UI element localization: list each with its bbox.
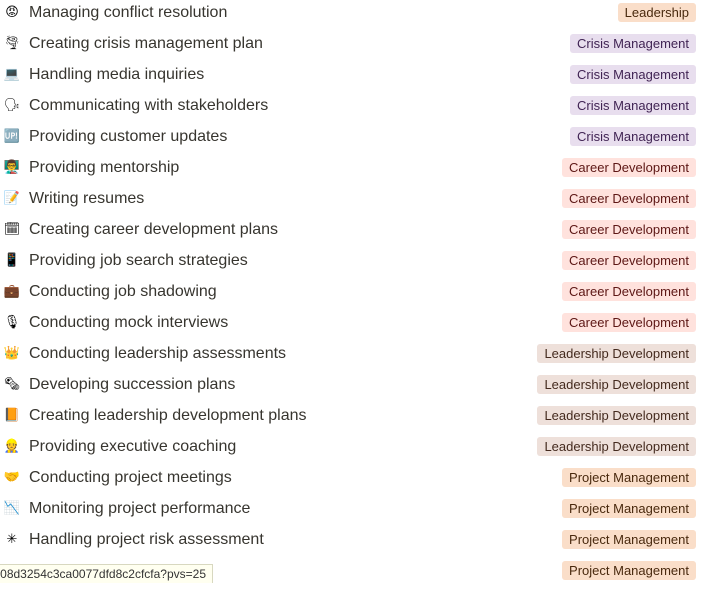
list-item[interactable]: 👷 Providing executive coaching Leadership … — [0, 434, 708, 465]
category-tag: Career Development — [562, 158, 696, 177]
list-item[interactable]: 🌪 Creating crisis management plan Crisis M… — [0, 31, 708, 62]
category-tag: Crisis Management — [570, 65, 696, 84]
list-item-title[interactable]: Providing customer updates — [29, 128, 228, 145]
category-tag: Leadership — [617, 3, 696, 22]
list-item-title[interactable]: Handling project risk assessment — [29, 531, 264, 548]
list-item[interactable]: 🎙 Conducting mock interviews Career Develo… — [0, 310, 708, 341]
list-item[interactable]: 😡 Managing conflict resolution Leadership — [0, 0, 708, 31]
teacher-icon: 👨‍🏫 — [3, 160, 21, 175]
briefcase-icon: 💼 — [3, 284, 21, 299]
list-item[interactable]: 👑 Conducting leadership assessments Leader… — [0, 341, 708, 372]
category-tag: Project Management — [562, 561, 696, 580]
category-tag: Career Development — [562, 282, 696, 301]
category-tag: Leadership Development — [537, 406, 696, 425]
list-item-title[interactable]: Providing job search strategies — [29, 252, 248, 269]
list-item-title[interactable]: Providing mentorship — [29, 159, 180, 176]
crown-icon: 👑 — [3, 346, 21, 361]
status-url: e08d3254c3ca0077dfd8c2cfcfa?pvs=25 — [0, 567, 206, 581]
category-tag: Project Management — [562, 499, 696, 518]
list-item-title[interactable]: Conducting project meetings — [29, 469, 232, 486]
memo-icon: 📝 — [3, 191, 21, 206]
eight-spoked-asterisk-icon: ✳ — [6, 532, 18, 547]
tornado-icon: 🌪 — [3, 36, 21, 51]
list-item[interactable]: 🤝 Conducting project meetings Project Mana… — [0, 465, 708, 496]
list-item-title[interactable]: Monitoring project performance — [29, 500, 251, 517]
angry-face-icon: 😡 — [5, 5, 19, 20]
list-item-title[interactable]: Handling media inquiries — [29, 66, 205, 83]
newspaper-icon: 🗞 — [3, 377, 21, 392]
list-item[interactable]: ✳ Handling project risk assessment Project… — [0, 527, 708, 558]
category-tag: Career Development — [562, 251, 696, 270]
list-item[interactable]: 🗞 Developing succession plans Leadership D… — [0, 372, 708, 403]
chart-decreasing-icon: 📉 — [3, 501, 21, 516]
list-item-title[interactable]: Creating crisis management plan — [29, 35, 263, 52]
category-tag: Leadership Development — [537, 437, 696, 456]
category-tag: Project Management — [562, 530, 696, 549]
list-item-title[interactable]: Communicating with stakeholders — [29, 97, 269, 114]
list-item-title[interactable]: Developing succession plans — [29, 376, 236, 393]
list-item-title[interactable]: Providing executive coaching — [29, 438, 237, 455]
category-tag: Crisis Management — [570, 127, 696, 146]
category-tag: Career Development — [562, 313, 696, 332]
list-item-title[interactable]: Writing resumes — [29, 190, 145, 207]
up-button-icon: 🆙 — [3, 129, 21, 144]
list-item[interactable]: 🗓 Creating career development plans Career… — [0, 217, 708, 248]
category-tag: Crisis Management — [570, 34, 696, 53]
orange-book-icon: 📙 — [3, 408, 21, 423]
list-item[interactable]: 👨‍🏫 Providing mentorship Career Developmen… — [0, 155, 708, 186]
list-item[interactable]: 📙 Creating leadership development plans Le… — [0, 403, 708, 434]
category-tag: Project Management — [562, 468, 696, 487]
category-tag: Leadership Development — [537, 375, 696, 394]
list-item-title[interactable]: Conducting mock interviews — [29, 314, 229, 331]
list-item-title[interactable]: Managing conflict resolution — [29, 4, 228, 21]
list-item-title[interactable]: Creating leadership development plans — [29, 407, 307, 424]
list-item[interactable]: 💼 Conducting job shadowing Career Developm… — [0, 279, 708, 310]
microphone-icon: 🎙 — [3, 315, 21, 330]
list-item[interactable]: 📝 Writing resumes Career Development — [0, 186, 708, 217]
category-tag: Crisis Management — [570, 96, 696, 115]
category-tag: Career Development — [562, 189, 696, 208]
list-item[interactable]: 🆙 Providing customer updates Crisis Manage… — [0, 124, 708, 155]
category-tag: Career Development — [562, 220, 696, 239]
list-item[interactable]: 📱 Providing job search strategies Career D… — [0, 248, 708, 279]
list-item[interactable]: 📉 Monitoring project performance Project M… — [0, 496, 708, 527]
calendar-icon: 🗓 — [3, 222, 21, 237]
list-item-title[interactable]: Conducting leadership assessments — [29, 345, 287, 362]
list-item[interactable]: 💻 Handling media inquiries Crisis Manageme… — [0, 62, 708, 93]
speaking-head-icon: 🗣 — [3, 98, 21, 113]
list-item-title[interactable]: Creating career development plans — [29, 221, 279, 238]
mobile-phone-icon: 📱 — [3, 253, 21, 268]
handshake-icon: 🤝 — [3, 470, 21, 485]
laptop-icon: 💻 — [3, 67, 21, 82]
list-item[interactable]: 🗣 Communicating with stakeholders Crisis M… — [0, 93, 708, 124]
category-tag: Leadership Development — [537, 344, 696, 363]
list-item-title[interactable]: Conducting job shadowing — [29, 283, 217, 300]
construction-worker-icon: 👷 — [3, 439, 21, 454]
link-status-bar: e08d3254c3ca0077dfd8c2cfcfa?pvs=25 — [0, 564, 213, 583]
